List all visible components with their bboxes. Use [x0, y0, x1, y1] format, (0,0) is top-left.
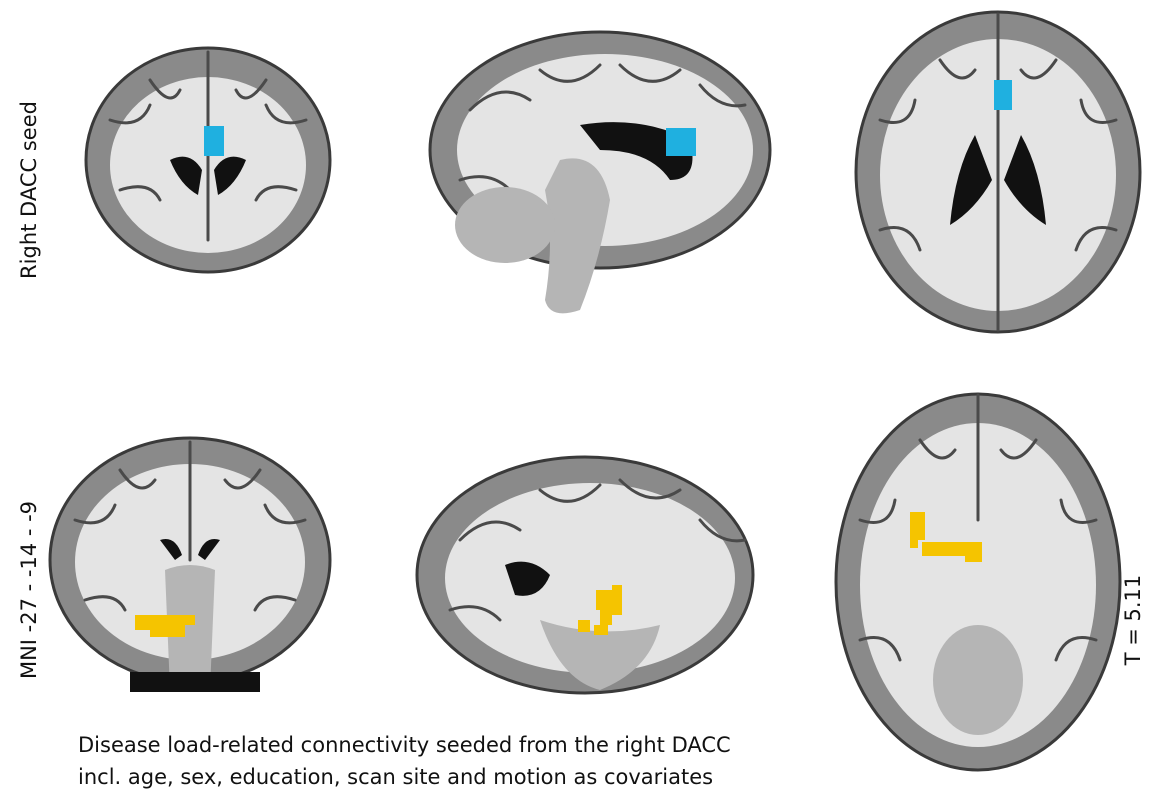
sagittal-slice: [417, 457, 753, 693]
axial-slice: [856, 12, 1140, 332]
sagittal-slice: [430, 32, 770, 313]
coronal-slice: [50, 438, 330, 692]
row-label: Right DACC seed: [17, 101, 41, 279]
seed-roi: [204, 126, 224, 156]
seed-roi: [994, 80, 1012, 110]
caption-line: incl. age, sex, education, scan site and…: [78, 765, 713, 789]
caption-line: Disease load-related connectivity seeded…: [78, 733, 731, 757]
background-mask: [130, 672, 260, 692]
page: Right DACC seed MNI -27 - -14 - -9 T = 5…: [0, 0, 1158, 801]
brainstem: [545, 158, 610, 313]
cerebellum: [455, 187, 555, 263]
row-label: MNI -27 - -14 - -9: [17, 501, 41, 679]
coronal-slice: [86, 48, 330, 272]
axial-slice: [836, 394, 1120, 770]
midbrain: [933, 625, 1023, 735]
threshold-label: T = 5.11: [1121, 575, 1145, 667]
figure: Right DACC seed MNI -27 - -14 - -9 T = 5…: [0, 0, 1158, 801]
seed-roi: [666, 128, 696, 156]
